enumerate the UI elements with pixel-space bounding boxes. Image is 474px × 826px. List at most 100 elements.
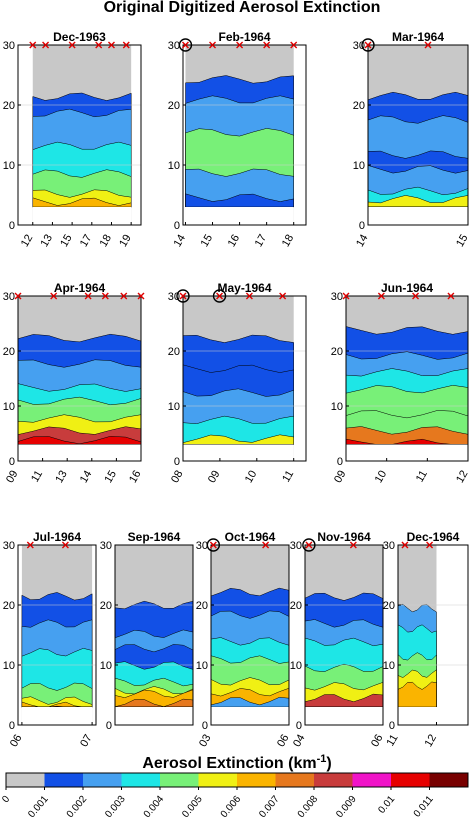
colorbar-swatch [275, 773, 315, 787]
y-tick-label: 10 [168, 401, 180, 413]
y-tick-label: 20 [196, 600, 208, 612]
y-tick-label: 20 [353, 100, 365, 112]
figure-title: Original Digitized Aerosol Extinction [104, 0, 381, 16]
x-tick-label: 15 [199, 232, 216, 249]
x-tick-label: 15 [102, 469, 119, 486]
x-tick-label: 13 [39, 232, 56, 249]
y-tick-label: 10 [100, 660, 112, 672]
x-tick-label: 03 [197, 733, 214, 750]
y-tick-label: 10 [383, 660, 395, 672]
x-tick-label: 12 [19, 233, 36, 250]
colorbar-tick-label: 0.008 [296, 794, 321, 821]
marker-x [447, 292, 455, 300]
x-tick-label: 04 [291, 733, 308, 750]
marker-circle [212, 289, 227, 303]
y-tick-label: 20 [331, 346, 343, 358]
y-tick-label: 10 [196, 660, 208, 672]
y-tick-label: 30 [3, 540, 15, 552]
axes-frame [345, 295, 469, 462]
below-data [21, 707, 93, 725]
panel-title: Apr-1964 [54, 281, 106, 295]
marker-x [50, 292, 58, 300]
panel-dec-1964: Dec-1964 0 10 20 30 11 12 [383, 530, 469, 750]
y-tick-label: 20 [168, 100, 180, 112]
marker-x [279, 292, 287, 300]
y-tick-label: 20 [100, 600, 112, 612]
x-tick-label: 06 [369, 733, 386, 750]
y-tick-label: 30 [383, 540, 395, 552]
y-tick-label: 0 [389, 720, 395, 732]
colorbar-tick-label: 0.009 [334, 794, 359, 821]
below-data [32, 207, 132, 225]
below-data [305, 707, 383, 725]
x-tick-label: 17 [78, 233, 95, 250]
marker-x [426, 541, 434, 549]
axes-frame [17, 44, 142, 226]
colorbar-tick-label: 0.003 [103, 794, 128, 821]
below-data [398, 707, 437, 725]
y-tick-label: 20 [3, 600, 15, 612]
axes-frame [114, 544, 194, 726]
y-tick-label: 10 [168, 160, 180, 172]
axes-frame [182, 44, 307, 226]
marker-x [412, 292, 420, 300]
panel-title: Jul-1964 [33, 530, 81, 544]
x-tick-label: 18 [98, 233, 115, 250]
marker-x [122, 41, 130, 49]
below-data [211, 707, 289, 725]
marker-x [107, 41, 115, 49]
panel-title: Dec-1963 [53, 30, 106, 44]
colorbar-tick-label: 0.002 [65, 794, 90, 821]
x-tick-label: 12 [423, 733, 440, 750]
panel-title: May-1964 [217, 281, 271, 295]
colorbar-swatch [121, 773, 161, 787]
y-tick-label: 30 [168, 40, 180, 52]
x-tick-label: 06 [275, 733, 292, 750]
panel-oct-1964: Oct-1964 0 10 20 30 03 06 [196, 530, 292, 749]
marker-circle [178, 38, 193, 52]
marker-x [181, 41, 189, 49]
panel-jun-1964: Jun-1964 0 10 20 30 09 10 11 12 [331, 281, 471, 485]
marker-x [209, 41, 217, 49]
below-data [346, 444, 468, 461]
colorbar-swatch [429, 773, 469, 787]
colorbar-tick-label: 0.007 [257, 794, 282, 821]
marker-x [305, 541, 313, 549]
panel-title: Nov-1964 [317, 530, 371, 544]
marker-x [216, 292, 224, 300]
y-tick-label: 30 [100, 540, 112, 552]
y-tick-label: 10 [3, 401, 15, 413]
y-tick-label: 10 [3, 660, 15, 672]
y-tick-label: 30 [196, 540, 208, 552]
panel-feb-1964: Feb-1964 0 10 20 30 14 15 16 17 18 [168, 30, 307, 249]
x-tick-label: 07 [78, 733, 95, 750]
colorbar-tick-label: 0.01 [376, 794, 397, 816]
y-tick-label: 10 [290, 660, 302, 672]
marker-x [84, 292, 92, 300]
panel-apr-1964: Apr-1964 0 10 20 30 09 11 13 14 15 16 [3, 281, 145, 486]
x-tick-label: 14 [78, 469, 95, 486]
marker-x [14, 292, 22, 300]
colorbar-swatch [160, 773, 199, 787]
panel-nov-1964: Nov-1964 0 10 20 30 04 06 [290, 530, 386, 749]
marker-x [209, 541, 217, 549]
marker-x [236, 41, 244, 49]
y-tick-label: 30 [331, 291, 343, 303]
marker-x [364, 41, 372, 49]
marker-x [61, 541, 69, 549]
colorbar-label: Aerosol Extinction (km-1) [142, 753, 331, 772]
y-tick-label: 0 [106, 720, 112, 732]
marker-x [262, 541, 270, 549]
axes-frame [182, 295, 307, 462]
x-tick-label: 10 [373, 469, 390, 486]
axes-frame [367, 44, 469, 226]
y-tick-label: 30 [290, 540, 302, 552]
y-tick-label: 20 [168, 346, 180, 358]
x-tick-label: 09 [206, 469, 223, 486]
x-tick-label: 19 [117, 233, 134, 250]
x-tick-label: 10 [243, 469, 260, 486]
panel-title: Jun-1964 [381, 281, 433, 295]
panel-dec-1963: Dec-1963 0 10 20 30 12 13 15 17 18 19 [3, 30, 142, 250]
colorbar-swatch [352, 773, 392, 787]
